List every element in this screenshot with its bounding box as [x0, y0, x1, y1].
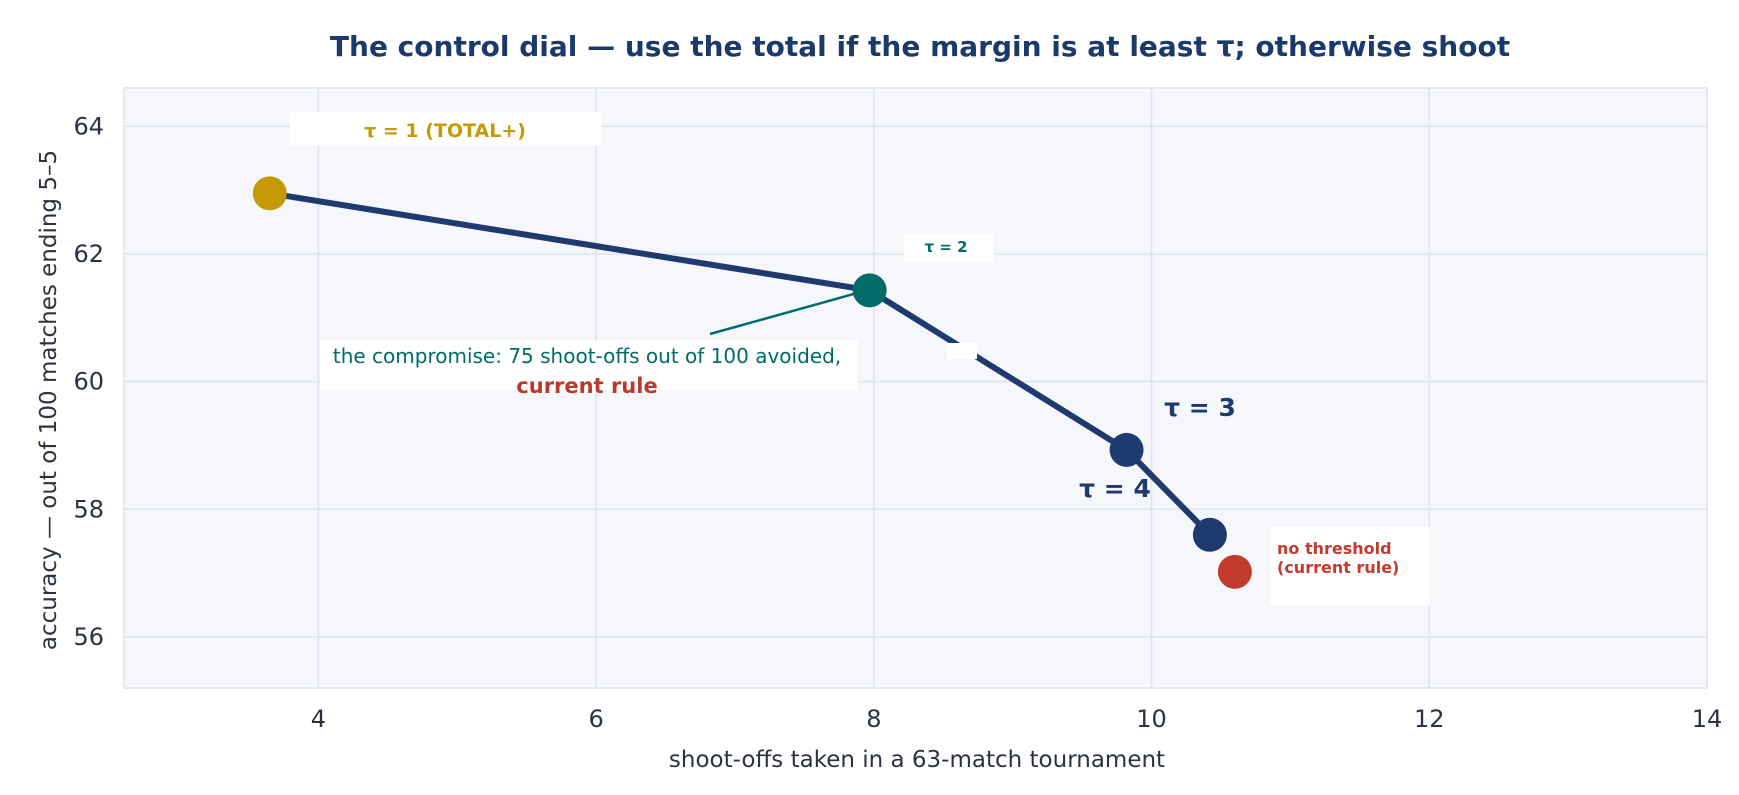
point-label-tau3: τ = 3 — [1164, 393, 1236, 422]
y-tick-label: 58 — [73, 495, 104, 523]
x-tick-label: 12 — [1414, 705, 1445, 733]
x-tick-label: 10 — [1136, 705, 1167, 733]
label-backdrop — [904, 234, 994, 262]
label-backdrop — [290, 112, 602, 146]
reference-label-line1: no threshold — [1277, 539, 1392, 558]
x-tick-label: 14 — [1692, 705, 1723, 733]
compromise-emphasis: current rule — [516, 374, 657, 398]
data-points — [252, 176, 1227, 552]
point-label-tau1: τ = 1 (TOTAL+) — [364, 120, 526, 142]
point-label-tau4: τ = 4 — [1079, 474, 1151, 503]
chart-title: The control dial — use the total if the … — [330, 30, 1510, 63]
reference-point — [1217, 554, 1252, 589]
label-backdrops — [290, 112, 1430, 605]
y-tick-label: 62 — [73, 240, 104, 268]
x-tick-labels: 4 6 8 10 12 14 — [311, 705, 1723, 733]
reference-label-line2: (current rule) — [1277, 558, 1399, 577]
compromise-annotation: the compromise: 75 shoot-offs out of 100… — [333, 344, 841, 368]
data-point-tau3 — [1109, 432, 1144, 467]
line-gap — [947, 343, 977, 359]
series-line — [269, 190, 1213, 537]
annotation-leader-line — [709, 291, 861, 336]
x-tick-label: 6 — [588, 705, 603, 733]
grid-x — [317, 88, 1708, 688]
x-tick-label: 4 — [311, 705, 326, 733]
data-point-tau2 — [852, 273, 887, 308]
data-point-tau1 — [252, 176, 287, 211]
y-tick-label: 60 — [73, 368, 104, 396]
x-axis-label: shoot-offs taken in a 63-match tournamen… — [669, 747, 1165, 773]
label-backdrop — [1270, 527, 1430, 605]
y-tick-labels: 56 58 60 62 64 — [73, 112, 104, 651]
point-label-tau2: τ = 2 — [924, 238, 967, 256]
x-tick-label: 8 — [866, 705, 881, 733]
y-tick-label: 64 — [73, 112, 104, 140]
y-tick-label: 56 — [73, 623, 104, 651]
label-backdrop — [320, 340, 858, 390]
data-point-tau4 — [1192, 517, 1227, 552]
y-axis-label: accuracy — out of 100 matches ending 5–5 — [36, 150, 62, 650]
